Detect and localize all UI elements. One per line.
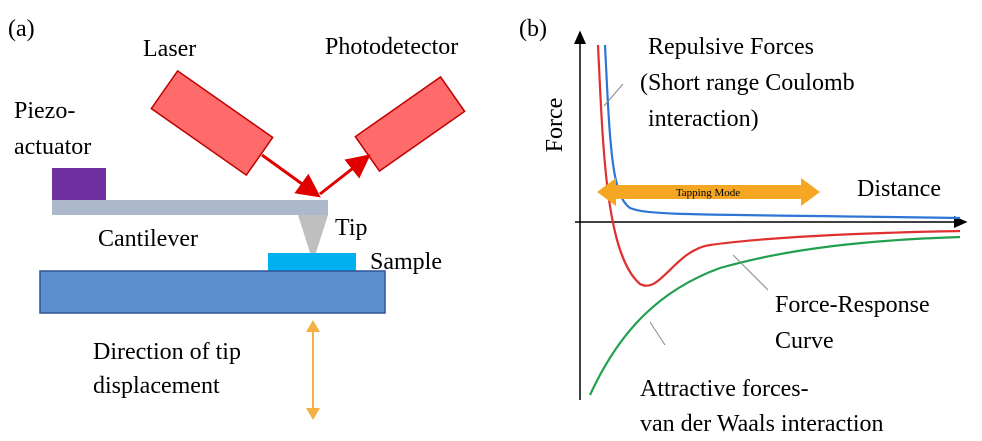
photodetector-box bbox=[355, 77, 464, 171]
panel-label: (a) bbox=[8, 16, 35, 42]
figure: (a) Laser Photodetector Piezo- actuator … bbox=[0, 0, 982, 441]
photodetector bbox=[355, 77, 464, 171]
force-response-label: Force-Response bbox=[775, 292, 930, 318]
tapping-mode-label: Tapping Mode bbox=[676, 187, 740, 199]
panel-label: (b) bbox=[519, 16, 547, 42]
repulsive-label: Repulsive Forces bbox=[648, 34, 814, 60]
stage bbox=[40, 271, 385, 313]
x-axis-label: Distance bbox=[857, 176, 941, 202]
tip-label: Tip bbox=[335, 215, 367, 241]
y-axis-label: Force bbox=[542, 98, 568, 153]
attractive-label: Attractive forces- bbox=[640, 376, 809, 402]
piezo-label: Piezo- bbox=[14, 98, 75, 124]
repulsive-label: (Short range Coulomb bbox=[640, 70, 855, 96]
cantilever bbox=[52, 200, 328, 215]
sample bbox=[268, 253, 356, 272]
laser-box bbox=[151, 71, 272, 175]
arrowhead bbox=[306, 408, 320, 420]
cantilever-label: Cantilever bbox=[98, 226, 198, 252]
reflected-beam bbox=[320, 158, 366, 194]
piezo-label: actuator bbox=[14, 134, 91, 160]
arrowhead bbox=[306, 320, 320, 332]
repulsive-label: interaction) bbox=[648, 106, 759, 132]
page: (a) Laser Photodetector Piezo- actuator … bbox=[0, 0, 982, 441]
sample-label: Sample bbox=[370, 249, 442, 275]
direction-label: Direction of tip bbox=[93, 339, 241, 365]
piezo-actuator bbox=[52, 168, 106, 203]
laser-label: Laser bbox=[143, 36, 196, 62]
force-response-label: Curve bbox=[775, 328, 834, 354]
leader-line bbox=[650, 322, 665, 345]
photodetector-label: Photodetector bbox=[325, 34, 458, 60]
attractive-label: van der Waals interaction bbox=[640, 411, 884, 437]
laser bbox=[151, 71, 272, 175]
laser-beam bbox=[262, 155, 316, 194]
direction-label: displacement bbox=[93, 373, 220, 399]
